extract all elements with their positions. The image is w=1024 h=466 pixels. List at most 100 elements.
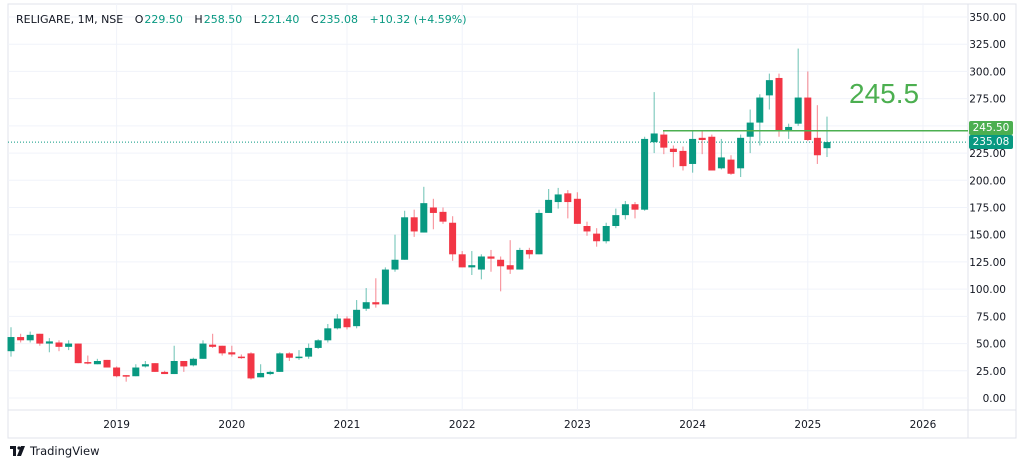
y-tick-label: 350.00 <box>969 12 1006 24</box>
candle-down[interactable] <box>775 77 783 132</box>
candle-down[interactable] <box>55 342 63 347</box>
candle-up[interactable] <box>295 356 303 359</box>
candle-up[interactable] <box>794 97 802 124</box>
candle-up[interactable] <box>189 358 197 366</box>
candle-down[interactable] <box>285 353 293 358</box>
candle-up[interactable] <box>756 97 764 123</box>
candle-up[interactable] <box>468 265 476 268</box>
x-tick-label: 2019 <box>103 419 130 431</box>
chart-frame <box>7 3 1017 439</box>
candle-down[interactable] <box>660 134 668 148</box>
candle-down[interactable] <box>74 343 82 364</box>
candle-down[interactable] <box>429 207 437 213</box>
candle-up[interactable] <box>257 372 265 378</box>
candle-up[interactable] <box>314 340 322 348</box>
candle-up[interactable] <box>353 309 361 327</box>
candle-down[interactable] <box>804 97 812 141</box>
candle-up[interactable] <box>650 133 658 143</box>
candle-down[interactable] <box>122 375 130 377</box>
level-annotation[interactable]: 245.5 <box>849 78 920 109</box>
candle-up[interactable] <box>746 122 754 137</box>
candle-up[interactable] <box>132 367 140 377</box>
candle-down[interactable] <box>180 360 188 367</box>
candle-up[interactable] <box>333 318 341 329</box>
tradingview-brand[interactable]: TradingView <box>10 444 99 458</box>
candle-up[interactable] <box>602 226 610 242</box>
candle-up[interactable] <box>93 360 101 365</box>
candle-down[interactable] <box>813 137 821 156</box>
candle-up[interactable] <box>266 371 274 375</box>
candle-down[interactable] <box>237 356 245 359</box>
candle-up[interactable] <box>612 215 620 227</box>
candle-down[interactable] <box>161 371 169 375</box>
candle-up[interactable] <box>737 137 745 169</box>
candle-up[interactable] <box>141 364 149 367</box>
candle-down[interactable] <box>573 198 581 224</box>
candle-down[interactable] <box>583 226 591 232</box>
candle-up[interactable] <box>535 212 543 255</box>
candle-up[interactable] <box>765 80 773 96</box>
y-tick-label: 150.00 <box>969 230 1006 242</box>
candle-down[interactable] <box>698 137 706 141</box>
candle-down[interactable] <box>410 217 418 232</box>
candle-up[interactable] <box>545 199 553 213</box>
candle-up[interactable] <box>823 142 831 149</box>
change-value: +10.32 (+4.59%) <box>369 13 467 26</box>
candle-up[interactable] <box>689 138 697 164</box>
candle-down[interactable] <box>669 148 677 152</box>
candle-down[interactable] <box>593 233 601 242</box>
candle-down[interactable] <box>727 159 735 174</box>
candle-up[interactable] <box>785 126 793 132</box>
candle-down[interactable] <box>113 367 121 377</box>
candle-up[interactable] <box>7 337 15 352</box>
tradingview-logo-icon <box>10 446 25 456</box>
candle-up[interactable] <box>170 360 178 375</box>
candle-up[interactable] <box>717 157 725 169</box>
candle-down[interactable] <box>247 353 255 379</box>
candle-down[interactable] <box>17 337 25 341</box>
candle-up[interactable] <box>324 328 332 341</box>
candle-down[interactable] <box>343 318 351 328</box>
candle-up[interactable] <box>305 347 313 357</box>
candle-down[interactable] <box>679 150 687 167</box>
candle-up[interactable] <box>554 194 562 203</box>
x-tick-label: 2023 <box>564 419 591 431</box>
candle-up[interactable] <box>641 138 649 210</box>
candle-down[interactable] <box>372 302 380 305</box>
candle-up[interactable] <box>276 353 284 372</box>
candle-down[interactable] <box>487 256 495 259</box>
candle-up[interactable] <box>45 341 53 344</box>
candle-down[interactable] <box>218 345 226 354</box>
x-tick-label: 2020 <box>218 419 245 431</box>
y-tick-label: 275.00 <box>969 94 1006 106</box>
candle-up[interactable] <box>401 217 409 260</box>
y-tick-label: 225.00 <box>969 148 1006 160</box>
candle-down[interactable] <box>525 249 533 255</box>
candle-down[interactable] <box>228 352 236 355</box>
candle-up[interactable] <box>391 259 399 270</box>
y-tick-label: 175.00 <box>969 203 1006 215</box>
candle-down[interactable] <box>449 222 457 255</box>
candle-up[interactable] <box>65 343 73 347</box>
candle-down[interactable] <box>631 204 639 210</box>
candle-up[interactable] <box>477 256 485 270</box>
candle-up[interactable] <box>420 203 428 233</box>
candle-down[interactable] <box>497 259 505 267</box>
candle-down[interactable] <box>506 265 514 270</box>
candle-up[interactable] <box>516 249 524 270</box>
candle-down[interactable] <box>564 193 572 203</box>
candle-up[interactable] <box>621 204 629 216</box>
candle-down[interactable] <box>708 136 716 171</box>
candle-up[interactable] <box>26 334 34 341</box>
candle-up[interactable] <box>362 302 370 309</box>
candle-down[interactable] <box>36 333 44 344</box>
candle-up[interactable] <box>199 343 207 359</box>
candle-down[interactable] <box>84 362 92 364</box>
candle-down[interactable] <box>151 363 159 372</box>
candle-down[interactable] <box>209 344 217 347</box>
candle-up[interactable] <box>381 269 389 305</box>
candle-down[interactable] <box>103 359 111 368</box>
candle-down[interactable] <box>439 211 447 222</box>
candle-down[interactable] <box>458 254 466 268</box>
